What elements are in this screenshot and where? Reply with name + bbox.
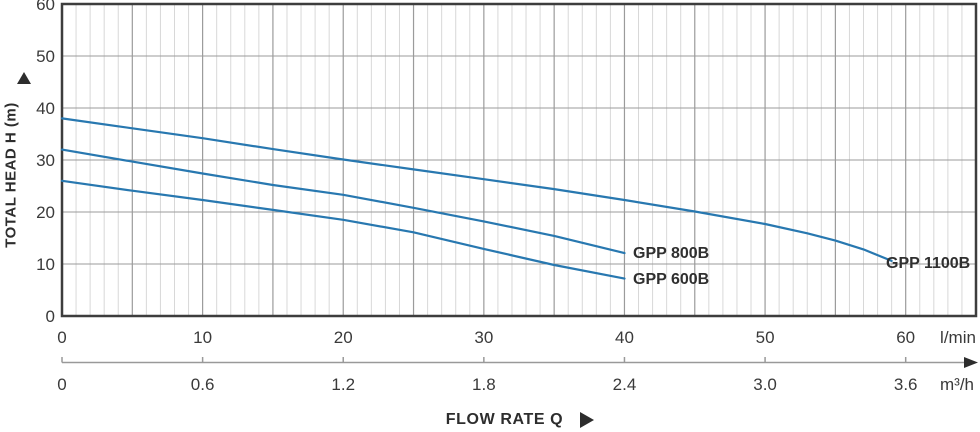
x-axis-title: FLOW RATE Q: [445, 411, 564, 428]
y-axis-up-arrow-icon: [17, 72, 31, 84]
y-tick-label: 50: [36, 47, 55, 66]
x-tick-label-lmin: 50: [756, 328, 775, 347]
y-tick-label: 20: [36, 203, 55, 222]
y-tick-label: 40: [36, 99, 55, 118]
x-tick-label-lmin: 40: [615, 328, 634, 347]
x-tick-label-m3h: 2.4: [613, 375, 637, 394]
x-tick-label-m3h: 3.0: [753, 375, 777, 394]
x-tick-label-lmin: 60: [896, 328, 915, 347]
pump-curve-gpp-800b: [60, 148, 626, 255]
x-tick-label-lmin: 10: [193, 328, 212, 347]
curve-label-gpp-600b: GPP 600B: [633, 271, 710, 288]
x-axis-unit-lmin: l/min: [940, 328, 976, 347]
curve-label-gpp-1100b: GPP 1100B: [886, 255, 971, 272]
x-tick-label-m3h: 3.6: [894, 375, 918, 394]
x-axis-unit-m3h: m³/h: [940, 375, 974, 394]
x-tick-label-m3h: 0.6: [191, 375, 215, 394]
pump-curve-gpp-600b: [60, 179, 626, 280]
y-tick-label: 60: [36, 0, 55, 14]
flow-rate-right-arrow-icon: [580, 412, 595, 428]
y-tick-label: 30: [36, 151, 55, 170]
pump-curve-gpp-1100b: [60, 117, 893, 262]
x-tick-label-m3h: 1.8: [472, 375, 496, 394]
y-tick-label: 0: [46, 307, 55, 326]
y-tick-label: 10: [36, 255, 55, 274]
y-axis-title: TOTAL HEAD H (m): [2, 102, 20, 248]
x-tick-label-m3h: 1.2: [331, 375, 355, 394]
curve-label-gpp-800b: GPP 800B: [633, 245, 710, 262]
x-tick-label-m3h: 0: [57, 375, 66, 394]
x-tick-label-lmin: 20: [334, 328, 353, 347]
m3h-axis-arrow-icon: [964, 357, 978, 368]
x-tick-label-lmin: 0: [57, 328, 66, 347]
x-axis-title-row: FLOW RATE Q: [400, 411, 640, 429]
x-tick-label-lmin: 30: [474, 328, 493, 347]
plot-border: [60, 2, 978, 318]
